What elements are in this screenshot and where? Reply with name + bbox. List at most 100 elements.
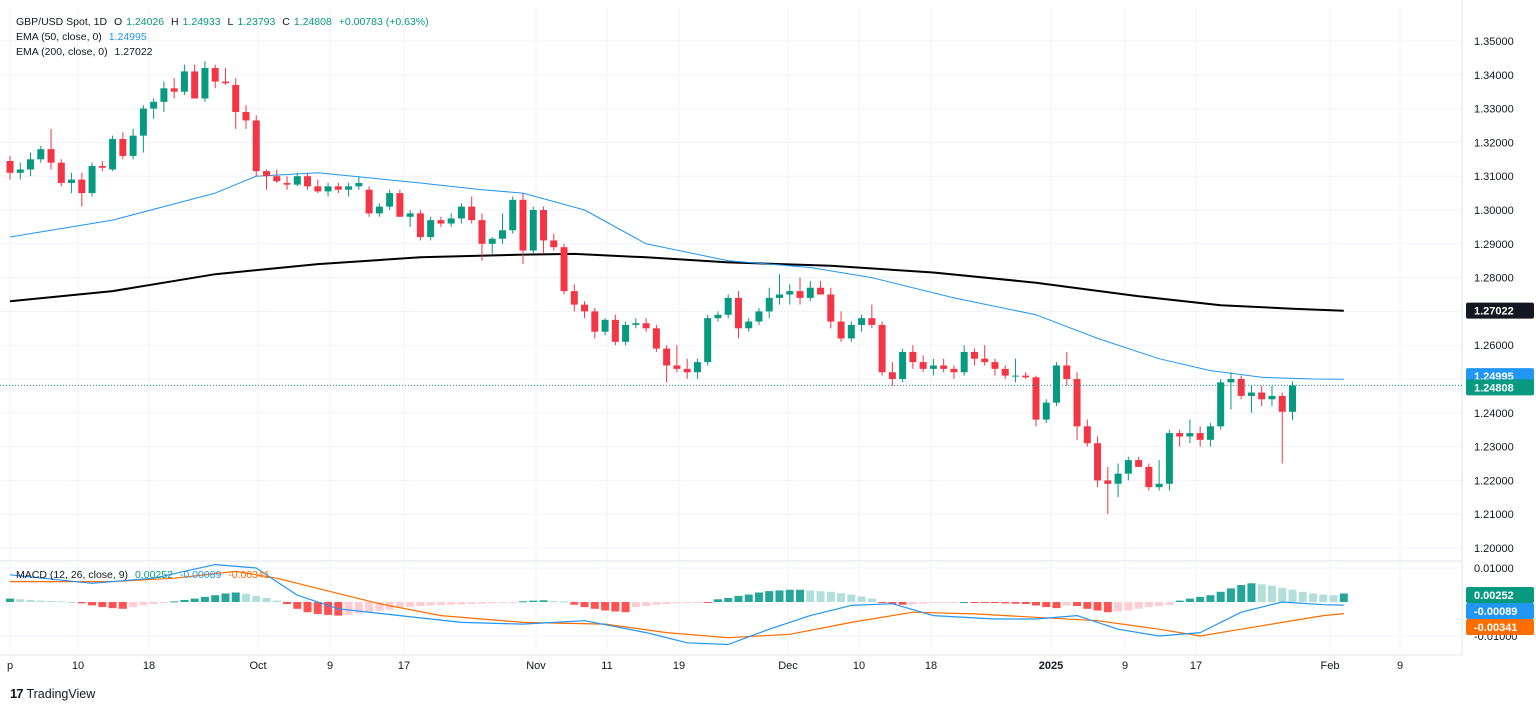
- candle-body[interactable]: [1011, 375, 1019, 377]
- candle-body[interactable]: [1053, 365, 1061, 403]
- candle-body[interactable]: [498, 230, 506, 239]
- candle-body[interactable]: [242, 111, 250, 121]
- candle-body[interactable]: [201, 68, 209, 99]
- candle-body[interactable]: [232, 84, 240, 112]
- candle-body[interactable]: [540, 210, 548, 241]
- candle-body[interactable]: [1083, 426, 1091, 444]
- candle-body[interactable]: [221, 81, 229, 84]
- candle-body[interactable]: [355, 182, 363, 187]
- candle-body[interactable]: [293, 176, 301, 185]
- candle-body[interactable]: [375, 206, 383, 214]
- candle-body[interactable]: [878, 324, 886, 373]
- macd-legend[interactable]: MACD (12, 26, close, 9) 0.00252 -0.00089…: [16, 569, 274, 581]
- candle-body[interactable]: [334, 186, 342, 190]
- candle-body[interactable]: [929, 365, 937, 369]
- candle-body[interactable]: [1022, 375, 1030, 378]
- candle-body[interactable]: [345, 186, 353, 190]
- candle-body[interactable]: [745, 321, 753, 329]
- candle-body[interactable]: [427, 220, 435, 238]
- candle-body[interactable]: [457, 206, 465, 219]
- candle-body[interactable]: [57, 162, 65, 183]
- candle-body[interactable]: [550, 240, 558, 248]
- candle-body[interactable]: [27, 159, 35, 170]
- candle-body[interactable]: [683, 368, 691, 373]
- candle-body[interactable]: [776, 294, 783, 298]
- candle-body[interactable]: [447, 218, 455, 224]
- candle-body[interactable]: [47, 149, 55, 163]
- candle-body[interactable]: [1145, 466, 1153, 488]
- candle-body[interactable]: [724, 297, 732, 315]
- candle-body[interactable]: [1114, 473, 1122, 484]
- candle-body[interactable]: [652, 328, 660, 349]
- candle-body[interactable]: [468, 206, 476, 221]
- candle-body[interactable]: [283, 182, 291, 185]
- candle-body[interactable]: [1042, 402, 1050, 420]
- candle-body[interactable]: [129, 135, 137, 156]
- candle-body[interactable]: [663, 348, 671, 366]
- candle-body[interactable]: [1186, 433, 1194, 437]
- candle-body[interactable]: [1104, 480, 1112, 484]
- candle-body[interactable]: [78, 179, 86, 194]
- candle-body[interactable]: [160, 88, 168, 102]
- candle-body[interactable]: [1278, 395, 1286, 412]
- candle-body[interactable]: [119, 139, 127, 156]
- candle-body[interactable]: [693, 362, 701, 373]
- candle-body[interactable]: [150, 101, 158, 109]
- candle-body[interactable]: [1176, 433, 1184, 437]
- candle-body[interactable]: [714, 314, 722, 319]
- candle-body[interactable]: [6, 160, 14, 173]
- candle-body[interactable]: [37, 149, 45, 160]
- candle-body[interactable]: [673, 365, 681, 369]
- candle-body[interactable]: [365, 189, 373, 214]
- candle-body[interactable]: [734, 297, 742, 329]
- candle-body[interactable]: [970, 351, 978, 359]
- candle-body[interactable]: [68, 179, 76, 183]
- candle-body[interactable]: [1247, 392, 1255, 396]
- candle-body[interactable]: [1258, 392, 1266, 400]
- candle-body[interactable]: [437, 220, 445, 224]
- candle-body[interactable]: [406, 213, 414, 217]
- candle-body[interactable]: [796, 291, 804, 298]
- candle-body[interactable]: [211, 68, 219, 82]
- candle-body[interactable]: [591, 311, 599, 332]
- candle-body[interactable]: [919, 362, 927, 369]
- candle-body[interactable]: [180, 71, 188, 92]
- candle-body[interactable]: [509, 199, 517, 231]
- candle-body[interactable]: [765, 297, 773, 312]
- candle-body[interactable]: [755, 311, 763, 322]
- candle-body[interactable]: [1268, 395, 1276, 400]
- candle-body[interactable]: [806, 287, 814, 298]
- candle-body[interactable]: [991, 362, 999, 369]
- candle-body[interactable]: [1155, 483, 1163, 488]
- candle-body[interactable]: [16, 169, 24, 173]
- candle-body[interactable]: [529, 210, 537, 251]
- candle-body[interactable]: [1206, 426, 1214, 440]
- candle-body[interactable]: [950, 368, 958, 373]
- candle-body[interactable]: [622, 324, 630, 342]
- candle-body[interactable]: [601, 319, 609, 332]
- candle-body[interactable]: [191, 71, 199, 99]
- candle-body[interactable]: [858, 318, 866, 325]
- candle-body[interactable]: [263, 171, 270, 177]
- candle-body[interactable]: [837, 321, 845, 339]
- candle-body[interactable]: [98, 166, 106, 168]
- ema50-legend[interactable]: EMA (50, close, 0) 1.24995: [16, 31, 151, 43]
- candle-body[interactable]: [273, 176, 281, 182]
- candle-body[interactable]: [1196, 433, 1204, 440]
- candle-body[interactable]: [324, 186, 332, 192]
- candle-body[interactable]: [786, 291, 794, 295]
- candle-body[interactable]: [899, 351, 907, 379]
- candle-body[interactable]: [1124, 460, 1132, 474]
- tradingview-branding[interactable]: 17 TradingView: [10, 686, 95, 701]
- candle-body[interactable]: [519, 199, 527, 251]
- candle-body[interactable]: [704, 318, 712, 363]
- candle-body[interactable]: [1237, 379, 1245, 396]
- symbol-label[interactable]: GBP/USD Spot, 1D: [16, 16, 108, 28]
- candle-body[interactable]: [1289, 385, 1296, 412]
- candle-body[interactable]: [252, 120, 260, 172]
- ema200-legend[interactable]: EMA (200, close, 0) 1.27022: [16, 46, 157, 58]
- candle-body[interactable]: [847, 324, 855, 339]
- candle-body[interactable]: [581, 304, 589, 312]
- candle-body[interactable]: [1032, 377, 1040, 420]
